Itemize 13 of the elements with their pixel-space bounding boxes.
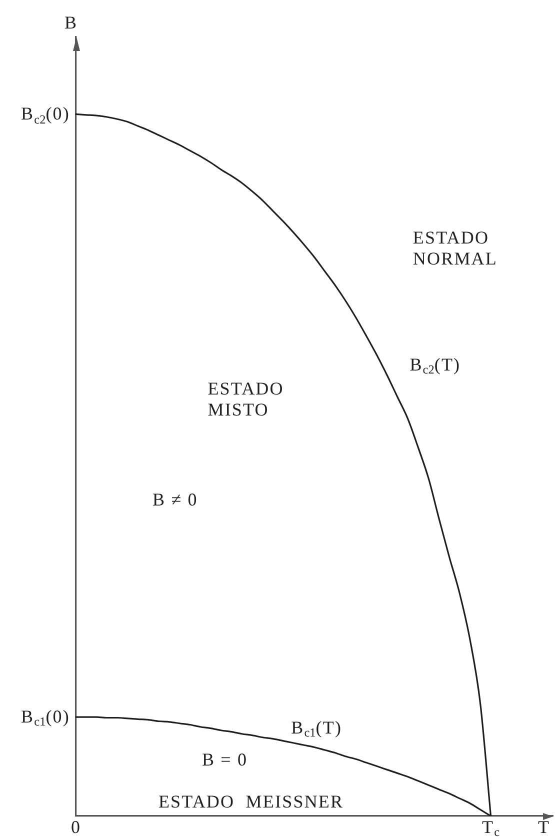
- annotation: B = 0: [202, 750, 248, 770]
- annotation: ESTADO MISTO: [208, 378, 284, 420]
- annotation: B ≠ 0: [152, 489, 198, 510]
- y-axis-title: B: [64, 12, 78, 33]
- annotation: ESTADO MEISSNER: [158, 792, 344, 812]
- x-axis-title: T: [538, 817, 550, 837]
- x-tick-label: T$_{c}$: [482, 817, 500, 839]
- annotation: ESTADO NORMAL: [412, 227, 498, 269]
- x-tick-label: 0: [70, 817, 82, 837]
- series-label: B$_{c1}$(T): [291, 717, 342, 740]
- annotation: B$_{c1}$(0): [21, 706, 70, 730]
- annotation: B$_{c2}$(0): [21, 104, 70, 126]
- series-label: B$_{c2}$(T): [410, 354, 461, 377]
